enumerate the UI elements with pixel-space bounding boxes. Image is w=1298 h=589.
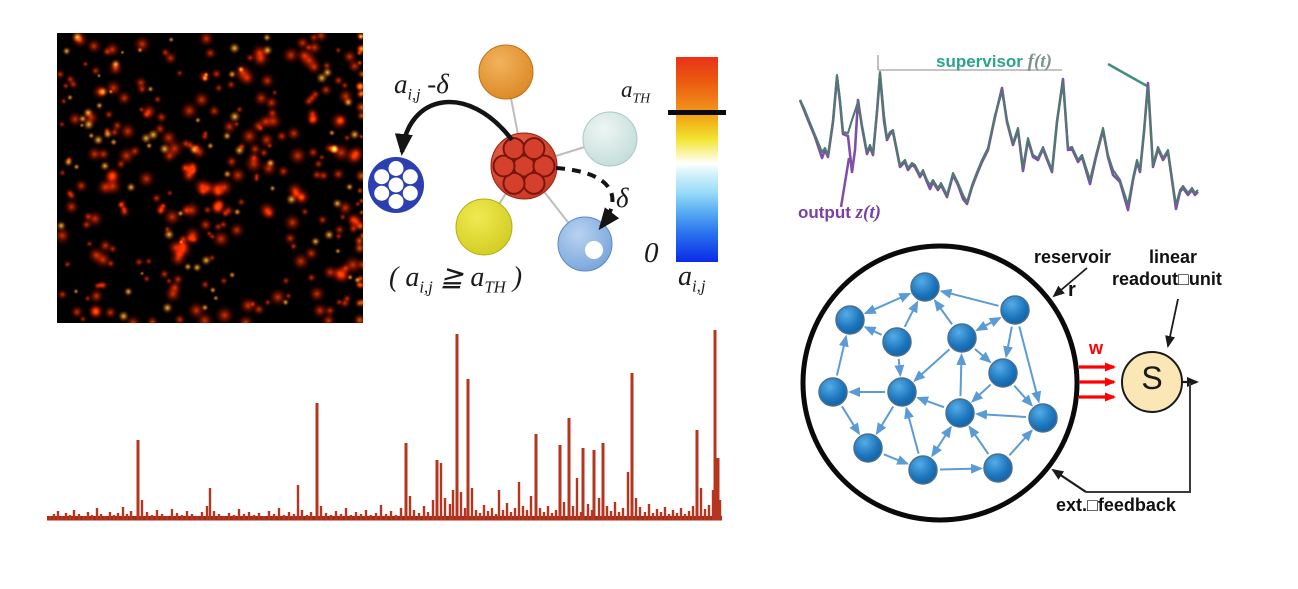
output-callout-line [839, 157, 851, 208]
output-label: output z(t) [798, 202, 881, 223]
supervisor-label: supervisor f(t) [936, 51, 1052, 72]
readout-s-label: S [1141, 360, 1163, 396]
reservoir-node [947, 323, 977, 353]
reservoir-node [988, 358, 1018, 388]
reservoir-edge [913, 348, 951, 382]
reservoir-label: reservoir [1034, 247, 1112, 267]
transfer-arrow [394, 99, 514, 156]
reservoir-node [835, 305, 865, 335]
colorbar [676, 57, 718, 262]
reservoir-edge [883, 453, 910, 465]
colorbar-threshold-label: aTH [621, 77, 651, 106]
colorbar-zero-label: 0 [644, 237, 659, 269]
colorbar-threshold-line [668, 110, 726, 116]
reservoir-edge [1003, 326, 1013, 359]
cyan-node [582, 111, 638, 167]
linear-label: linear [1149, 247, 1198, 267]
readout-label-arrow [1165, 298, 1179, 348]
blue-hole-node [557, 216, 613, 272]
reservoir-edge [939, 288, 999, 307]
weights-w-label: w [1089, 338, 1104, 358]
reservoir-node [945, 398, 975, 428]
reservoir-edge [904, 406, 920, 454]
reservoir-diagram [800, 243, 1199, 523]
reservoir-edge [1013, 385, 1034, 407]
reservoir-edge [916, 396, 945, 409]
reservoir-node [908, 455, 938, 485]
reservoir-node [853, 433, 883, 463]
flower-node [368, 157, 424, 213]
colorbar-aij-label: ai,j [678, 261, 706, 296]
node-network-diagram [368, 44, 638, 272]
reservoir-edge [968, 425, 990, 455]
reservoir-edge [903, 300, 919, 328]
speckle-heatmap-image [57, 33, 363, 323]
reservoir-edge [835, 334, 849, 376]
reservoir-node [983, 453, 1013, 483]
reservoir-edge [894, 358, 905, 378]
reservoir-node [1000, 295, 1030, 325]
ext-feedback-label: ext.□feedback [1056, 495, 1176, 515]
orange-node [478, 44, 534, 100]
reservoir-edge [970, 383, 992, 403]
supervisor-callout-diagonal [1107, 62, 1148, 88]
reservoir-edge [975, 317, 1002, 331]
readout-unit-label: readout□unit [1112, 269, 1222, 289]
transfer-weight-label: ai,j -δ [394, 69, 449, 104]
reservoir-label-arrow [1052, 267, 1088, 298]
reservoir-edge [863, 326, 883, 336]
reservoir-edge [1018, 326, 1042, 404]
yellow-node [455, 198, 513, 256]
reservoir-edge [875, 406, 895, 436]
reservoir-node [1028, 403, 1058, 433]
spike-train-plot [47, 330, 722, 521]
reservoir-edge [841, 405, 861, 436]
reservoir-edge [1008, 429, 1033, 457]
reservoir-edge [974, 348, 992, 364]
condition-formula: ( ai,j ≧ aTH ) [389, 262, 523, 297]
reservoir-node [818, 377, 848, 407]
reservoir-edge [939, 463, 984, 474]
spike-baseline [47, 516, 722, 521]
reservoir-node [910, 272, 940, 302]
output-curve [798, 72, 1199, 212]
reservoir-r-label: r [1068, 279, 1076, 301]
reservoir-edge [974, 409, 1027, 420]
reservoir-node [882, 327, 912, 357]
central-node [490, 132, 558, 200]
delta-label: δ [616, 183, 629, 213]
timeseries-plot [798, 55, 1199, 212]
reservoir-edge [956, 352, 967, 397]
reservoir-node [887, 377, 917, 407]
feedback-arrow [1051, 468, 1087, 493]
supervisor-curve [799, 70, 1199, 207]
reservoir-edge [933, 299, 953, 325]
feedback-path [1086, 383, 1191, 493]
delta-arrow [555, 166, 620, 231]
reservoir-edge [931, 425, 952, 458]
reservoir-edge [863, 292, 912, 315]
